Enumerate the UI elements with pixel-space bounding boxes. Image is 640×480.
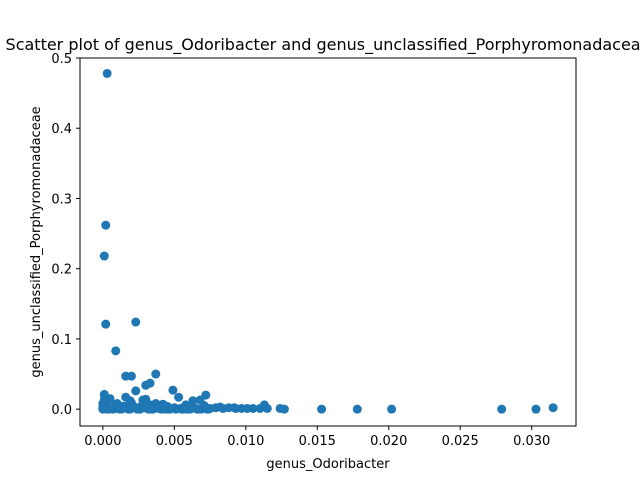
data-point: [317, 404, 327, 414]
x-tick-label: 0.020: [370, 434, 407, 449]
data-point: [131, 317, 141, 327]
data-point: [124, 404, 134, 414]
x-tick-label: 0.025: [442, 434, 479, 449]
data-point: [211, 403, 221, 413]
data-point: [148, 404, 158, 414]
x-tick-label: 0.000: [84, 434, 121, 449]
data-point: [548, 403, 558, 413]
data-point: [224, 403, 234, 413]
data-point: [126, 371, 136, 381]
data-point: [497, 404, 507, 414]
data-point: [255, 403, 265, 413]
y-axis-ticks: 0.0 0.1 0.2 0.3 0.4 0.5: [51, 52, 80, 418]
data-point: [174, 392, 184, 402]
data-point: [131, 386, 141, 396]
x-axis-ticks: 0.000 0.005 0.010 0.015 0.020 0.025 0.030: [84, 426, 550, 449]
data-point: [175, 403, 185, 413]
data-point: [101, 319, 111, 329]
x-axis-label: genus_Odoribacter: [266, 457, 390, 472]
data-point: [151, 369, 161, 379]
x-tick-label: 0.030: [513, 434, 550, 449]
data-points: [98, 68, 558, 414]
data-point: [262, 403, 272, 413]
data-point: [111, 346, 121, 356]
data-point: [168, 385, 178, 395]
x-tick-label: 0.005: [156, 434, 193, 449]
data-point: [115, 404, 125, 414]
data-point: [102, 68, 112, 78]
data-point: [531, 404, 541, 414]
data-point: [387, 404, 397, 414]
data-point: [99, 251, 109, 261]
data-point: [104, 404, 114, 414]
data-point: [202, 404, 212, 414]
y-axis-label: genus_unclassified_Porphyromonadaceae: [29, 106, 44, 377]
y-tick-label: 0.1: [51, 333, 72, 348]
chart-title: Scatter plot of genus_Odoribacter and ge…: [6, 35, 640, 55]
data-point: [101, 220, 111, 230]
axes-frame: [79, 57, 577, 427]
data-point: [188, 396, 198, 406]
data-point: [164, 404, 174, 414]
y-tick-label: 0.4: [51, 122, 72, 137]
data-point: [134, 404, 144, 414]
data-point: [279, 404, 289, 414]
x-tick-label: 0.010: [227, 434, 264, 449]
y-tick-label: 0.5: [51, 52, 72, 67]
data-point: [186, 403, 196, 413]
y-tick-label: 0.2: [51, 263, 72, 278]
data-point: [141, 380, 151, 390]
data-point: [248, 403, 258, 413]
y-tick-label: 0.3: [51, 192, 72, 207]
y-tick-label: 0.0: [51, 403, 72, 418]
data-point: [352, 404, 362, 414]
x-tick-label: 0.015: [299, 434, 336, 449]
